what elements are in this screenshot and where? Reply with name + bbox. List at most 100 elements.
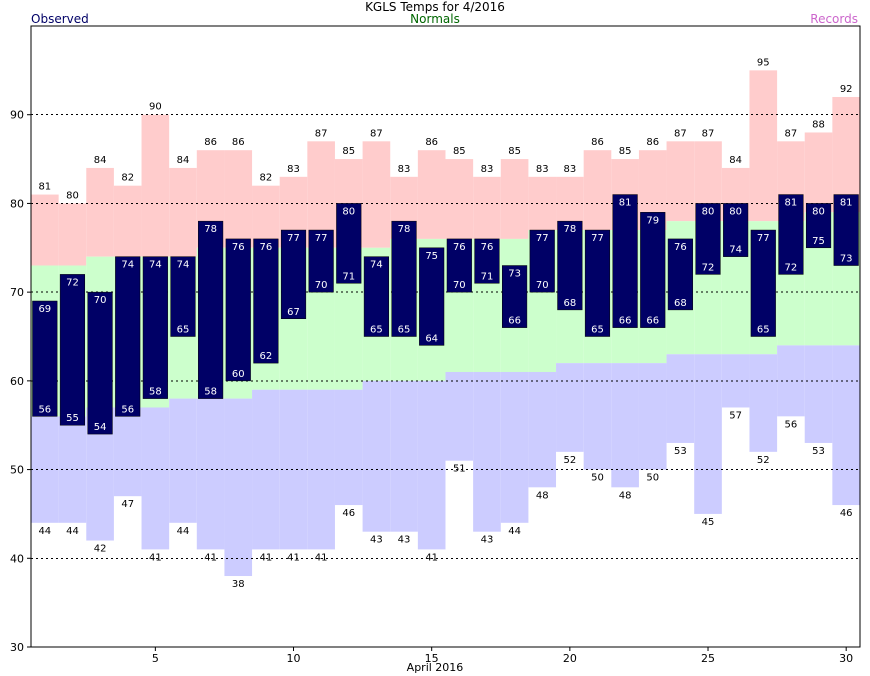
observed-low-label: 60 [232, 369, 245, 380]
observed-low-label: 73 [840, 254, 853, 265]
x-axis-label: April 2016 [406, 661, 464, 674]
record-high-label: 87 [674, 128, 687, 139]
observed-low-label: 72 [785, 262, 798, 273]
observed-high-label: 80 [342, 206, 355, 217]
observed-low-label: 68 [674, 298, 687, 309]
record-low-band [113, 407, 142, 497]
observed-bar [723, 203, 749, 257]
record-high-band [58, 203, 87, 266]
record-low-band [473, 371, 501, 532]
observed-bar [419, 247, 445, 346]
record-high-label: 87 [370, 128, 383, 139]
record-low-band [224, 398, 253, 577]
observed-low-label: 74 [729, 245, 742, 256]
chart-title: KGLS Temps for 4/2016 [365, 0, 505, 14]
record-high-band [31, 194, 59, 266]
record-low-label: 41 [204, 552, 217, 563]
x-tick-label: 30 [839, 652, 853, 665]
observed-low-label: 66 [646, 316, 659, 327]
observed-high-label: 81 [619, 198, 632, 209]
observed-bar [308, 229, 334, 293]
observed-high-label: 78 [563, 224, 576, 235]
record-low-label: 41 [425, 552, 438, 563]
record-low-label: 44 [66, 526, 79, 537]
x-tick-label: 5 [152, 652, 159, 665]
observed-bar [253, 238, 279, 364]
observed-bar [115, 256, 141, 417]
observed-high-label: 77 [536, 233, 549, 244]
observed-bar [225, 238, 251, 382]
record-low-label: 51 [453, 464, 466, 475]
record-low-label: 41 [149, 552, 162, 563]
record-low-label: 52 [563, 455, 576, 466]
observed-high-label: 80 [812, 206, 825, 217]
legend-records: Records [810, 12, 858, 26]
observed-bar [391, 220, 417, 337]
observed-low-label: 70 [315, 280, 328, 291]
record-high-label: 82 [121, 173, 134, 184]
observed-low-label: 70 [536, 280, 549, 291]
observed-bar [170, 256, 196, 337]
observed-bar [529, 229, 555, 293]
y-tick-label: 50 [10, 464, 24, 477]
observed-low-label: 55 [66, 413, 79, 424]
observed-bar [695, 203, 721, 275]
record-high-band [224, 150, 253, 248]
record-high-band [417, 150, 446, 239]
observed-high-label: 69 [38, 304, 51, 315]
y-tick-label: 90 [10, 109, 24, 122]
record-high-band [832, 96, 860, 213]
observed-high-label: 74 [177, 260, 190, 271]
record-low-label: 48 [619, 490, 632, 501]
record-low-label: 45 [702, 517, 715, 528]
record-low-label: 43 [370, 535, 383, 546]
observed-low-label: 56 [38, 404, 51, 415]
record-low-label: 38 [232, 579, 245, 590]
record-low-band [169, 398, 197, 523]
record-low-band [611, 363, 639, 488]
record-high-label: 83 [398, 164, 411, 175]
observed-low-label: 71 [342, 271, 355, 282]
record-low-label: 41 [260, 552, 273, 563]
observed-bar [336, 203, 362, 284]
record-low-band [804, 345, 833, 443]
record-low-band [832, 345, 860, 506]
observed-low-label: 58 [149, 387, 162, 398]
record-high-label: 85 [619, 146, 632, 157]
record-low-band [445, 371, 474, 461]
y-tick-label: 80 [10, 197, 24, 210]
observed-low-label: 62 [260, 351, 273, 362]
plot-frame [30, 25, 861, 648]
record-high-band [583, 150, 612, 231]
x-tick-label: 10 [287, 652, 301, 665]
observed-bar [833, 194, 859, 266]
observed-low-label: 66 [508, 316, 521, 327]
record-high-band [252, 185, 280, 248]
observed-low-label: 58 [204, 387, 217, 398]
observed-low-label: 68 [563, 298, 576, 309]
x-tick-label: 20 [563, 652, 577, 665]
record-high-label: 83 [563, 164, 576, 175]
record-low-label: 41 [287, 552, 300, 563]
observed-bar [778, 194, 804, 275]
record-high-label: 86 [204, 137, 217, 148]
observed-high-label: 78 [398, 224, 411, 235]
observed-low-label: 54 [94, 422, 107, 433]
observed-bar [87, 291, 113, 435]
record-high-label: 82 [260, 173, 273, 184]
legend-normals: Normals [410, 12, 460, 26]
axis-ticks: 30 40 50 60 70 80 90 5 10 15 20 25 30 [10, 109, 853, 665]
observed-high-label: 76 [260, 242, 273, 253]
record-low-label: 43 [398, 535, 411, 546]
record-low-band [141, 407, 170, 550]
observed-bar [198, 220, 224, 399]
observed-low-label: 64 [425, 333, 438, 344]
record-low-label: 47 [121, 499, 134, 510]
record-high-band [86, 167, 114, 257]
record-low-label: 43 [481, 535, 494, 546]
record-low-label: 44 [508, 526, 521, 537]
record-low-band [196, 398, 225, 550]
observed-high-label: 72 [66, 277, 79, 288]
record-high-label: 83 [536, 164, 549, 175]
record-low-label: 53 [812, 446, 825, 457]
